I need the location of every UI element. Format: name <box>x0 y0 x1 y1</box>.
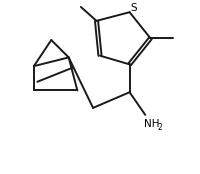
Text: 2: 2 <box>157 123 162 132</box>
Text: S: S <box>131 3 137 13</box>
Text: NH: NH <box>144 119 160 129</box>
